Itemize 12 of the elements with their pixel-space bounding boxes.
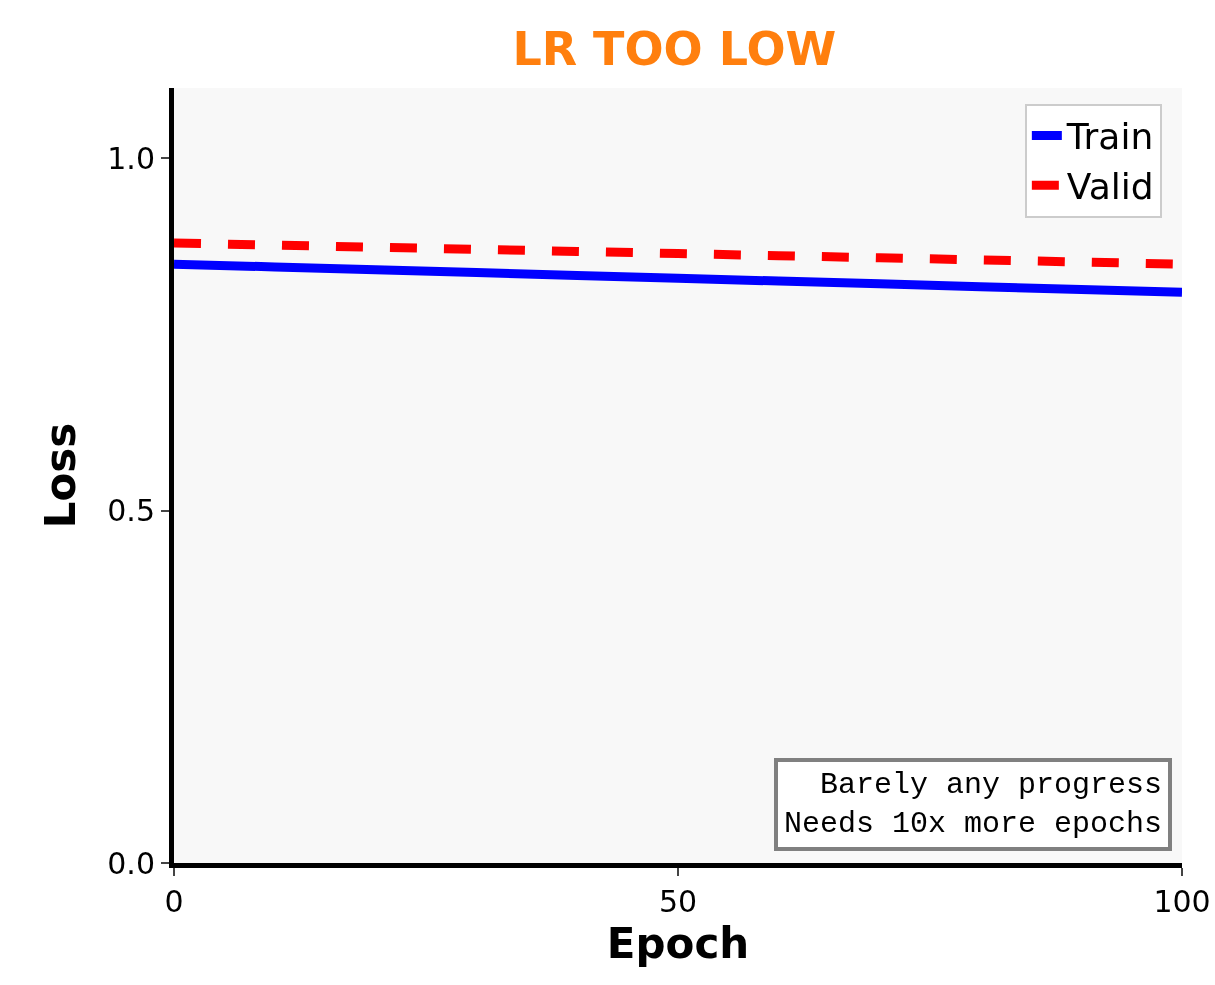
x-tick-label: 50	[658, 884, 698, 919]
chart-title: LR TOO LOW	[512, 22, 837, 77]
y-tick-label: 0.5	[107, 493, 155, 529]
y-axis-title: Loss	[36, 422, 86, 529]
y-tick-label: 0.0	[107, 845, 155, 881]
legend-label: Valid	[1066, 166, 1154, 208]
annotation: Barely any progress Needs 10x more epochs	[784, 768, 1163, 841]
y-tick-label: 1.0	[107, 140, 155, 176]
x-tick-label: 0	[164, 884, 184, 919]
x-axis-title: Epoch	[606, 919, 750, 968]
legend-label: Train	[1065, 116, 1154, 158]
x-tick-label: 100	[1153, 884, 1211, 919]
